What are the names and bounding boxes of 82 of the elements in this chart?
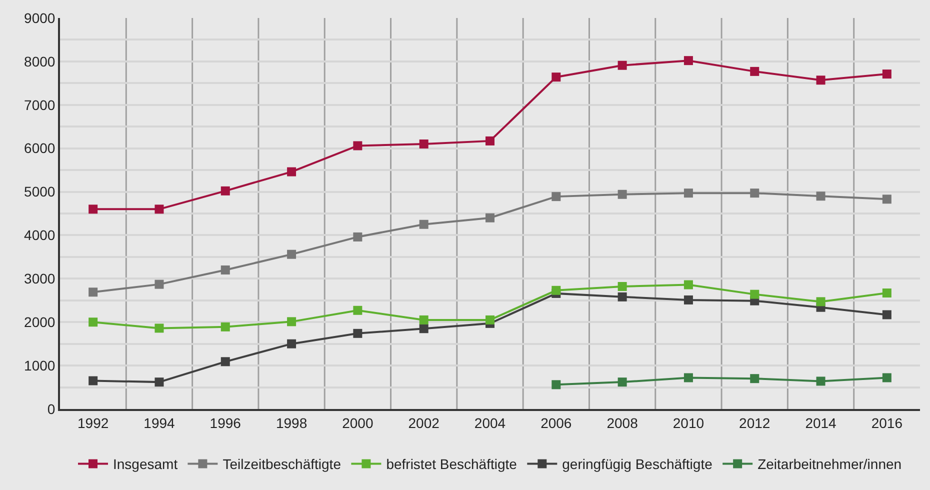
point <box>419 315 428 324</box>
point <box>882 70 892 79</box>
x-tick-label: 2012 <box>739 414 770 431</box>
point <box>419 220 428 229</box>
y-tick-label: 8000 <box>24 53 56 70</box>
x-tick-label: 2008 <box>606 414 638 431</box>
point <box>419 324 428 334</box>
point <box>220 186 230 196</box>
x-tick-label: 1996 <box>210 414 242 431</box>
y-tick-label: 1000 <box>24 357 56 374</box>
point <box>552 286 561 295</box>
point <box>287 317 296 326</box>
point <box>816 76 826 85</box>
point <box>486 136 494 146</box>
point <box>618 282 627 291</box>
point <box>684 188 693 198</box>
point <box>750 290 760 299</box>
y-tick-label: 6000 <box>24 140 56 156</box>
point <box>154 280 164 289</box>
y-tick-label: 2000 <box>24 314 56 330</box>
point <box>618 378 627 387</box>
point <box>88 318 98 327</box>
point <box>882 194 892 204</box>
point <box>618 190 627 199</box>
point <box>882 310 892 320</box>
point <box>750 66 760 76</box>
legend-label: geringfügig Beschäftigte <box>562 456 713 472</box>
x-tick-label: 2000 <box>342 414 374 431</box>
legend-label: Insgesamt <box>113 456 178 472</box>
point <box>486 213 494 222</box>
point <box>88 204 98 214</box>
point <box>816 297 826 306</box>
x-tick-label: 2002 <box>408 414 440 431</box>
point <box>882 288 892 298</box>
point <box>287 167 296 176</box>
x-tick-label: 1992 <box>78 414 109 431</box>
point <box>419 139 428 148</box>
y-tick-label: 9000 <box>24 10 56 26</box>
y-tick-label: 0 <box>47 400 56 417</box>
point <box>750 374 760 384</box>
point <box>816 192 826 201</box>
point <box>353 306 362 315</box>
point <box>552 380 561 390</box>
y-tick-label: 3000 <box>24 270 56 287</box>
y-tick-label: 5000 <box>24 184 56 200</box>
point <box>287 339 296 348</box>
point <box>154 204 164 214</box>
point <box>88 288 98 297</box>
y-tick-label: 7000 <box>24 96 56 113</box>
point <box>220 357 230 366</box>
point <box>154 324 164 333</box>
point <box>618 60 627 70</box>
x-tick-label: 2006 <box>540 414 572 431</box>
point <box>486 315 494 324</box>
point <box>552 72 561 82</box>
x-tick-label: 2004 <box>474 414 506 431</box>
point <box>353 141 362 150</box>
x-tick-label: 2014 <box>805 414 837 431</box>
point <box>684 373 693 382</box>
point <box>750 188 760 198</box>
legend-label: Teilzeitbeschäftigte <box>222 456 342 472</box>
point <box>882 373 892 382</box>
point <box>287 250 296 259</box>
point <box>220 265 230 274</box>
point <box>618 292 627 302</box>
x-tick-label: 2016 <box>871 414 903 431</box>
point <box>684 56 693 66</box>
point <box>353 232 362 242</box>
point <box>220 322 230 332</box>
point <box>816 376 826 386</box>
legend-label: befristet Beschäftigte <box>386 456 518 472</box>
point <box>154 378 164 387</box>
point <box>684 280 693 290</box>
legend-label: Zeitarbeitnehmer/innen <box>758 456 902 472</box>
x-tick-label: 2010 <box>672 414 704 431</box>
x-tick-label: 1994 <box>144 414 176 431</box>
point <box>552 192 561 202</box>
x-tick-label: 1998 <box>276 414 308 431</box>
point <box>88 376 98 386</box>
point <box>353 328 362 338</box>
point <box>684 295 693 304</box>
y-tick-label: 4000 <box>24 227 56 244</box>
